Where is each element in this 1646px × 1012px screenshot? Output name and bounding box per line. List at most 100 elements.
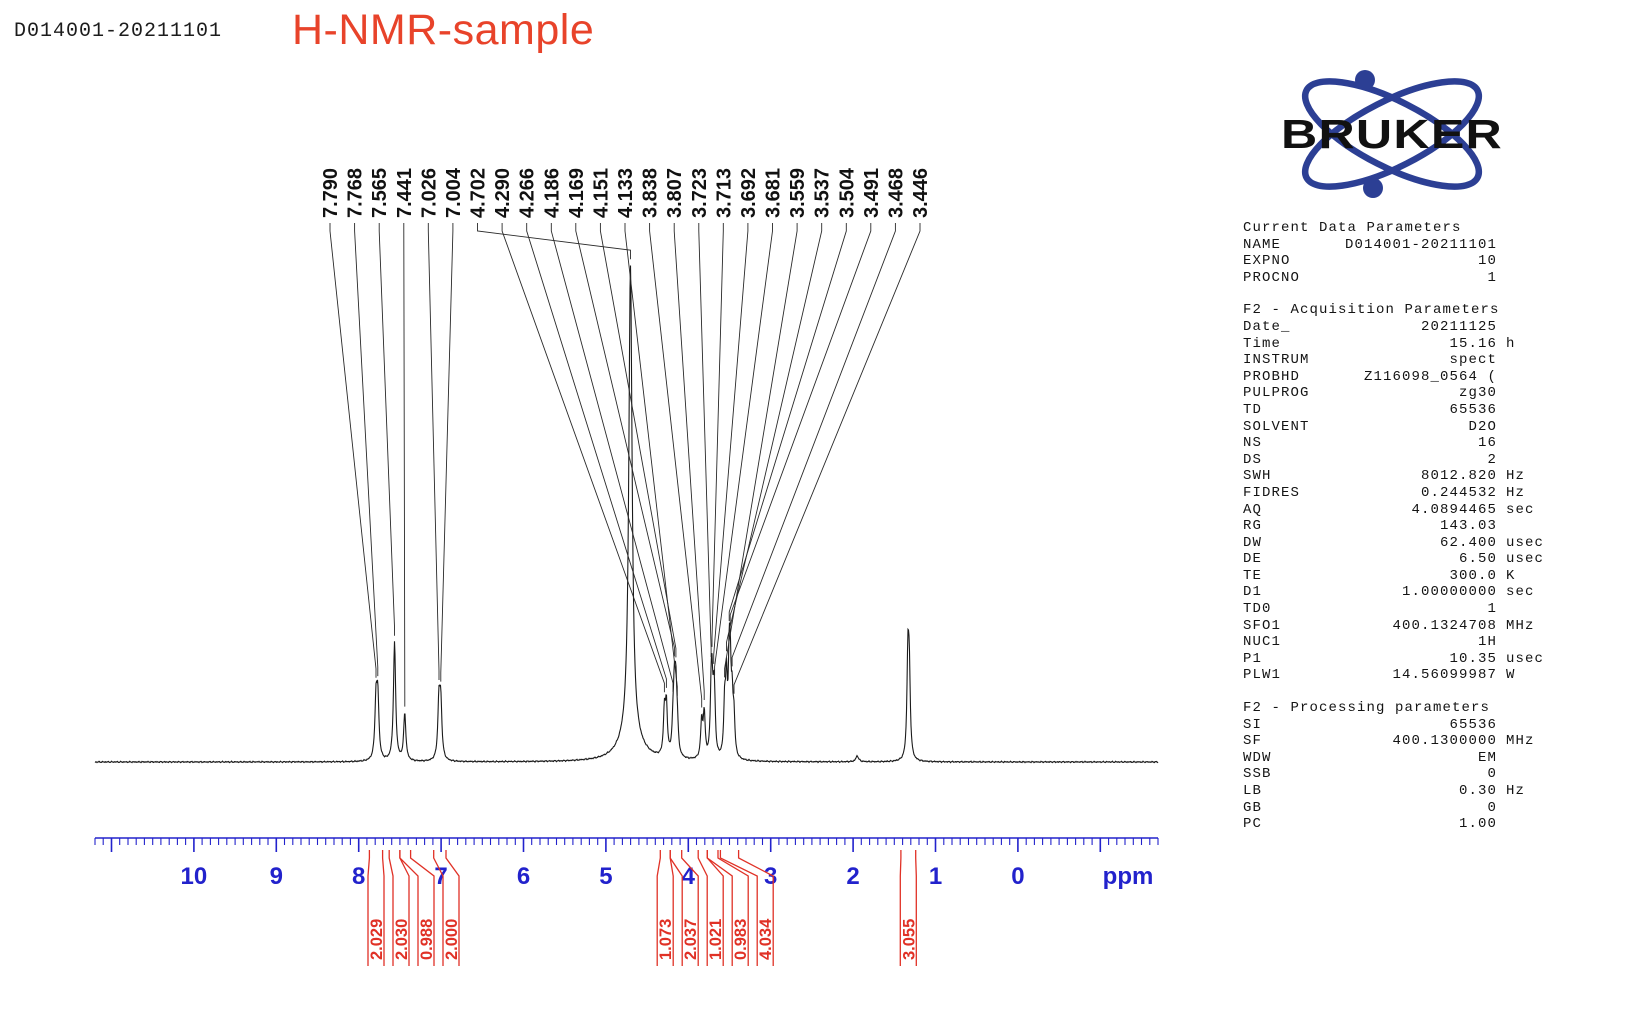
param-value: 0: [1487, 799, 1497, 816]
peak-pointer-line: [624, 223, 678, 696]
peak-pointer-line: [649, 223, 703, 708]
peak-pointer-line: [673, 223, 705, 700]
param-label: PROBHD: [1243, 368, 1301, 385]
integral-bracket: [445, 850, 460, 966]
peak-pointer-line: [726, 223, 823, 652]
param-value: 1: [1487, 269, 1497, 286]
param-label: SI: [1243, 716, 1263, 733]
peak-ppm-label: 3.692: [738, 168, 760, 218]
param-value: 62.400: [1439, 534, 1497, 551]
param-row: RG 143.03: [1243, 518, 1549, 535]
param-value: spect: [1449, 352, 1497, 369]
param-value: 16: [1477, 435, 1497, 452]
param-value: 1.00000000: [1401, 584, 1497, 601]
x-axis-tick-label: 5: [599, 863, 612, 890]
param-label: TD0: [1243, 601, 1272, 618]
peak-pointer-line: [711, 223, 724, 647]
param-unit: [1497, 369, 1549, 386]
param-label: D1: [1243, 584, 1263, 601]
param-unit: [1497, 237, 1549, 254]
param-row: WDW EM: [1243, 750, 1549, 767]
param-value: 1: [1487, 601, 1497, 618]
orbit-electron-dot: [1355, 70, 1375, 90]
param-unit: [1497, 385, 1549, 402]
integral-bracket: [669, 850, 683, 966]
peak-pointer-line: [501, 223, 665, 693]
param-label: Time: [1243, 335, 1282, 352]
param-unit: Hz: [1506, 484, 1526, 501]
integral-bracket: [697, 850, 708, 966]
param-value: 65536: [1449, 401, 1497, 418]
peak-ppm-label: 7.441: [394, 168, 416, 218]
peak-pointer-line: [427, 223, 440, 680]
integral-bracket: [737, 850, 774, 966]
integral-bracket: [706, 850, 733, 966]
x-axis-tick-label: 0: [1011, 863, 1024, 890]
param-row: PROBHD Z116098_0564 (: [1243, 369, 1549, 386]
param-unit: h: [1506, 335, 1516, 352]
param-row: SWH 8012.820 Hz: [1243, 468, 1549, 485]
param-unit: Hz: [1506, 783, 1526, 799]
peak-pointer-line: [329, 223, 377, 678]
param-unit: [1497, 253, 1549, 270]
peak-pointer-line: [713, 223, 749, 664]
peak-pointer-line: [724, 223, 798, 678]
x-axis-tick-label: 1: [929, 863, 942, 890]
x-axis-tick-label: 7: [434, 863, 447, 890]
integral-bracket: [656, 850, 661, 966]
peak-pointer-line: [378, 223, 395, 636]
param-row: TE 300.0 K: [1243, 568, 1549, 585]
peak-ppm-label: 3.446: [910, 168, 932, 218]
integral-bracket: [719, 850, 758, 966]
integral-bracket: [433, 850, 444, 966]
peak-pointer-line: [729, 223, 872, 624]
param-unit: K: [1506, 567, 1516, 584]
param-unit: [1497, 319, 1549, 336]
param-label: SFO1: [1243, 617, 1282, 634]
peak-ppm-label: 4.133: [615, 168, 637, 218]
param-label: NS: [1243, 435, 1263, 452]
peak-ppm-label: 3.723: [689, 168, 711, 218]
x-axis-tick-label: 4: [682, 863, 696, 890]
param-unit: [1497, 452, 1549, 469]
param-unit: [1497, 800, 1549, 817]
bruker-logo-orbits: [1301, 78, 1483, 190]
peak-pointer-line: [526, 223, 667, 688]
param-label: AQ: [1243, 501, 1263, 518]
param-label: DE: [1243, 551, 1263, 568]
param-unit: [1497, 750, 1549, 767]
param-value: D014001-20211101: [1344, 236, 1497, 253]
param-row: LB 0.30 Hz: [1243, 783, 1549, 800]
param-row: INSTRUM spect: [1243, 352, 1549, 369]
param-unit: usec: [1506, 551, 1545, 568]
param-value: 143.03: [1439, 518, 1497, 535]
param-row: SSB 0: [1243, 766, 1549, 783]
integral-value: 2.037: [682, 919, 700, 960]
param-unit: [1497, 601, 1549, 618]
peak-pointer-line: [550, 223, 674, 692]
param-row: AQ 4.0894465 sec: [1243, 502, 1549, 519]
param-unit: [1497, 766, 1549, 783]
dataset-label: D014001-20211101: [14, 20, 223, 43]
param-row: SFO1 400.1324708 MHz: [1243, 618, 1549, 635]
param-value: EM: [1477, 749, 1497, 766]
param-unit: [1497, 717, 1549, 734]
x-axis-tick-label: 9: [270, 863, 283, 890]
param-value: 0.244532: [1420, 484, 1497, 501]
param-row: TD 65536: [1243, 402, 1549, 419]
param-value: 10: [1477, 253, 1497, 270]
peak-ppm-label: 7.768: [345, 168, 367, 218]
peak-ppm-label: 3.504: [836, 167, 858, 218]
param-label: SWH: [1243, 468, 1272, 485]
param-unit: sec: [1506, 501, 1535, 518]
param-row: DE 6.50 usec: [1243, 551, 1549, 568]
param-unit: sec: [1506, 584, 1535, 601]
integral-bracket: [388, 850, 394, 966]
peak-pointer-line: [733, 223, 921, 694]
param-unit: usec: [1506, 534, 1545, 551]
parameters-panel: Current Data Parameters NAME D014001-20211…: [1243, 220, 1549, 833]
param-row: GB 0: [1243, 800, 1549, 817]
param-label: SF: [1243, 733, 1263, 750]
param-label: GB: [1243, 799, 1263, 816]
